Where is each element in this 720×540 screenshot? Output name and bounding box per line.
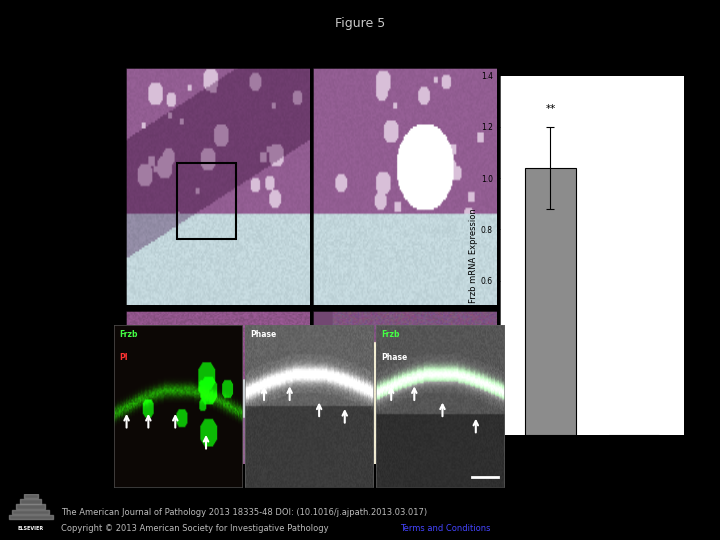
- Text: Frzb: Frzb: [381, 330, 400, 339]
- Text: C: C: [114, 324, 128, 342]
- Text: A: A: [114, 31, 128, 49]
- Text: Terms and Conditions: Terms and Conditions: [400, 524, 490, 533]
- Text: Copyright © 2013 American Society for Investigative Pathology: Copyright © 2013 American Society for In…: [61, 524, 331, 533]
- Text: The American Journal of Pathology 2013 18335-48 DOI: (10.1016/j.ajpath.2013.03.0: The American Journal of Pathology 2013 1…: [61, 508, 428, 517]
- Bar: [526, 168, 575, 435]
- Text: After Cut: After Cut: [407, 36, 454, 46]
- Text: Before Cut: Before Cut: [255, 36, 311, 46]
- Text: Epithelial
Cells: Epithelial Cells: [149, 210, 168, 252]
- Text: B: B: [536, 31, 549, 49]
- Text: PI: PI: [119, 353, 127, 362]
- Text: Phase: Phase: [381, 353, 408, 362]
- Text: Figure 5: Figure 5: [335, 17, 385, 30]
- Text: Phase: Phase: [250, 330, 276, 339]
- Text: ELSEVIER: ELSEVIER: [17, 526, 44, 531]
- Text: Goblet
Cells: Goblet Cells: [149, 107, 168, 137]
- Y-axis label: Frzb mRNA Expression: Frzb mRNA Expression: [469, 208, 478, 302]
- Text: Frzb: Frzb: [119, 330, 138, 339]
- Bar: [177, 163, 236, 239]
- Text: **: **: [545, 104, 556, 113]
